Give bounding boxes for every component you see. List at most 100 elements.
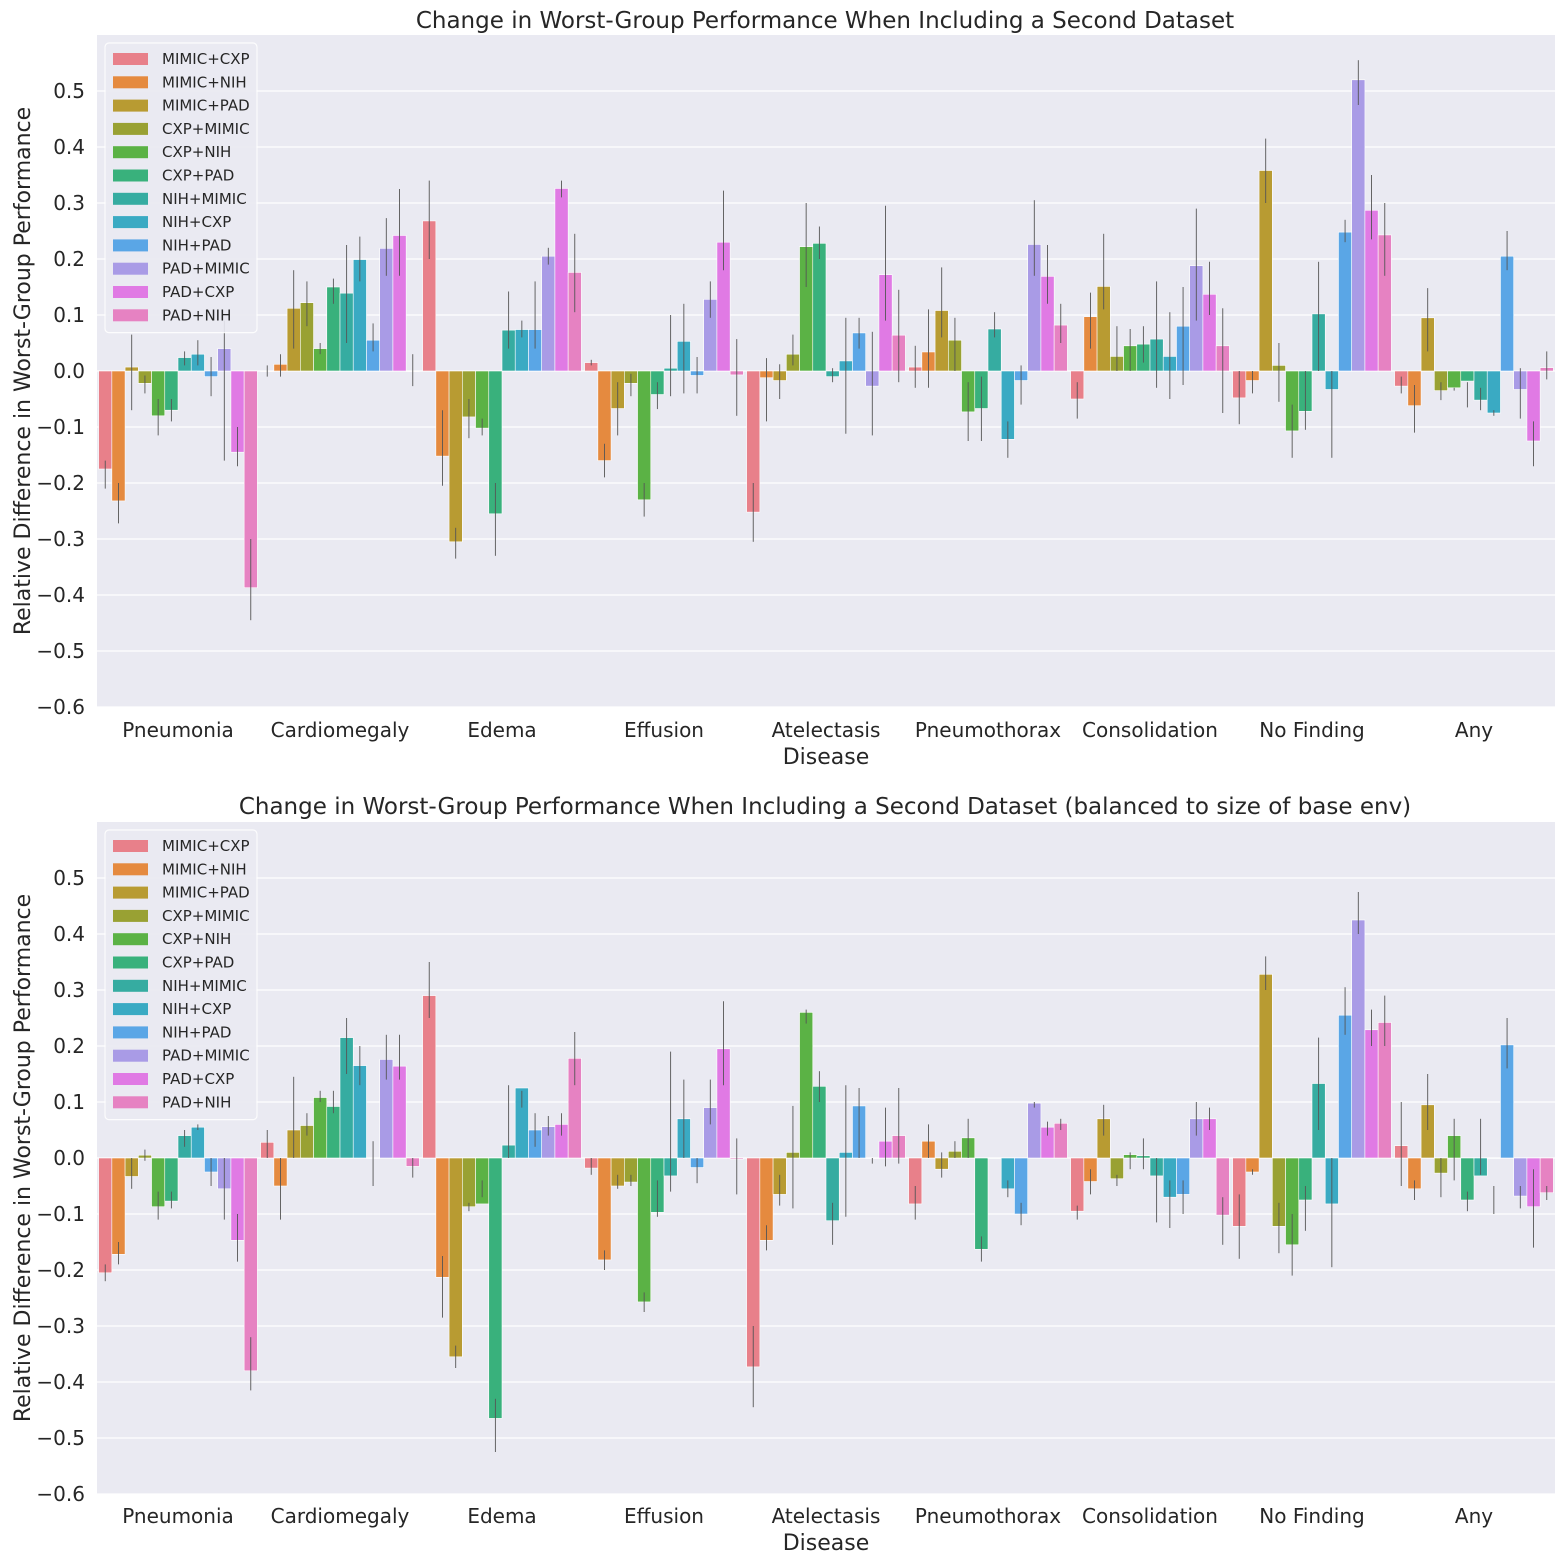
bar-edema-mimic-pad [448,1157,463,1358]
y-tick-label: −0.6 [36,1482,85,1506]
y-tick-label: 0.5 [53,866,85,890]
x-tick-label: Pneumothorax [915,718,1061,742]
legend-box [104,829,258,1121]
legend-label-pad-mimic: PAD+MIMIC [162,260,250,278]
legend-label-mimic-cxp: MIMIC+CXP [162,837,250,855]
legend-swatch-pad-nih [113,1096,148,1109]
x-tick-label: Any [1455,718,1493,742]
y-tick-label: −0.5 [36,1426,85,1450]
y-tick-label: 0.2 [53,1034,85,1058]
bar-effusion-cxp-nih [637,370,652,501]
bar-atelectasis-cxp-pad [812,243,827,372]
legend-label-nih-cxp: NIH+CXP [162,213,231,231]
bar-any-nih-cxp [1486,1157,1501,1159]
legend-swatch-cxp-nih [113,146,148,159]
y-tick-label: 0.1 [53,1090,85,1114]
bar-edema-cxp-mimic [462,1157,476,1208]
y-axis-label: Relative Difference in Worst-Group Perfo… [11,107,36,635]
x-tick-label: Effusion [624,1504,704,1528]
bar-pneumothorax-pad-mimic [1027,1102,1042,1159]
bar-pneumothorax-nih-mimic [987,1157,1002,1159]
legend-swatch-mimic-cxp [113,53,148,65]
bar-effusion-cxp-nih [637,1157,652,1303]
legend-label-mimic-nih: MIMIC+NIH [162,73,247,91]
x-tick-label: Consolidation [1082,1504,1218,1528]
legend-swatch-cxp-pad [113,169,148,182]
y-tick-label: −0.1 [36,1202,85,1226]
legend-swatch-mimic-pad [113,886,148,899]
y-tick-label: 0.3 [53,978,85,1002]
legend-swatch-pad-mimic [113,1049,148,1062]
y-tick-label: 0.0 [53,359,85,383]
x-tick-label: Edema [467,718,536,742]
bar-consolidation-mimic-cxp [1070,1157,1085,1212]
x-tick-label: Atelectasis [772,1504,881,1528]
legend-label-pad-cxp: PAD+CXP [162,1070,234,1088]
chart-title: Change in Worst-Group Performance When I… [416,8,1234,34]
bar-no-finding-mimic-pad [1258,974,1273,1159]
y-tick-label: 0.5 [53,79,85,103]
y-tick-label: −0.2 [36,471,85,495]
legend-label-nih-mimic: NIH+MIMIC [162,190,247,208]
legend-swatch-cxp-mimic [113,909,148,922]
legend-box [104,42,258,334]
bar-pneumonia-mimic-nih [111,1157,126,1255]
chart-top: 0.5 0.4 0.3 0.2 0.1 0.0 −0.1 −0.2 −0.3 −0.4 −0.5 −0… [11,8,1555,770]
y-tick-label: 0.2 [53,247,85,271]
legend-label-cxp-nih: CXP+NIH [162,930,231,948]
legend-swatch-nih-mimic [113,979,148,992]
legend-swatch-nih-pad [113,239,148,252]
y-tick-label: 0.3 [53,191,85,215]
y-tick-label: −0.4 [36,1370,85,1394]
bar-pneumonia-mimic-cxp [98,1157,113,1274]
y-tick-label: −0.3 [36,527,85,551]
bar-edema-nih-cxp [514,1087,529,1159]
x-tick-label: No Finding [1259,1504,1364,1528]
legend-label-mimic-cxp: MIMIC+CXP [162,50,250,68]
x-tick-label: Any [1455,1504,1493,1528]
y-tick-label: 0.4 [53,135,85,159]
legend-swatch-nih-mimic [113,192,148,205]
legend-label-pad-mimic: PAD+MIMIC [162,1047,250,1065]
bar-any-nih-cxp [1486,370,1501,414]
bar-cardiomegaly-pad-cxp [392,1065,407,1159]
bar-no-finding-pad-cxp [1364,1029,1379,1159]
legend-label-pad-cxp: PAD+CXP [162,283,234,301]
bar-any-cxp-pad [1460,370,1475,382]
x-tick-label: No Finding [1259,718,1364,742]
y-tick-label: −0.1 [36,415,85,439]
chart-bottom: 0.5 0.4 0.3 0.2 0.1 0.0 −0.1 −0.2 −0.3 −0.4 −0.5 −0… [11,794,1555,1556]
x-tick-label: Edema [467,1504,536,1528]
legend-label-nih-pad: NIH+PAD [162,1023,231,1041]
legend-swatch-mimic-nih [113,76,148,89]
legend-swatch-mimic-nih [113,863,148,876]
legend-swatch-pad-cxp [113,1073,148,1085]
bar-cardiomegaly-cxp-nih [313,1097,328,1159]
legend: MIMIC+CXP MIMIC+NIH MIMIC+PAD CXP+MIMIC CXP+… [104,42,258,334]
bar-edema-pad-cxp [554,188,569,372]
y-tick-label: −0.4 [36,583,85,607]
x-tick-label: Pneumothorax [915,1504,1061,1528]
bar-no-finding-pad-mimic [1351,79,1366,372]
legend-swatch-mimic-pad [113,99,148,112]
bar-cardiomegaly-cxp-pad [326,1106,341,1159]
legend-swatch-pad-cxp [113,286,148,298]
bar-edema-cxp-pad [488,1157,503,1419]
bar-edema-pad-mimic [541,255,556,372]
bar-effusion-mimic-nih [597,1157,612,1261]
legend-swatch-cxp-mimic [113,122,148,135]
bar-no-finding-pad-mimic [1351,919,1366,1159]
legend-label-cxp-mimic: CXP+MIMIC [162,907,250,925]
legend-label-mimic-pad: MIMIC+PAD [162,884,250,902]
x-tick-label: Consolidation [1082,718,1218,742]
legend-swatch-nih-pad [113,1026,148,1039]
y-tick-label: −0.5 [36,639,85,663]
legend-label-pad-nih: PAD+NIH [162,306,231,324]
bar-no-finding-nih-pad [1338,231,1352,372]
bar-any-cxp-nih [1447,370,1462,389]
bar-pneumonia-mimic-cxp [98,370,113,470]
legend-swatch-pad-mimic [113,262,148,275]
legend-swatch-mimic-cxp [113,840,148,852]
bar-pneumonia-mimic-nih [111,370,126,502]
